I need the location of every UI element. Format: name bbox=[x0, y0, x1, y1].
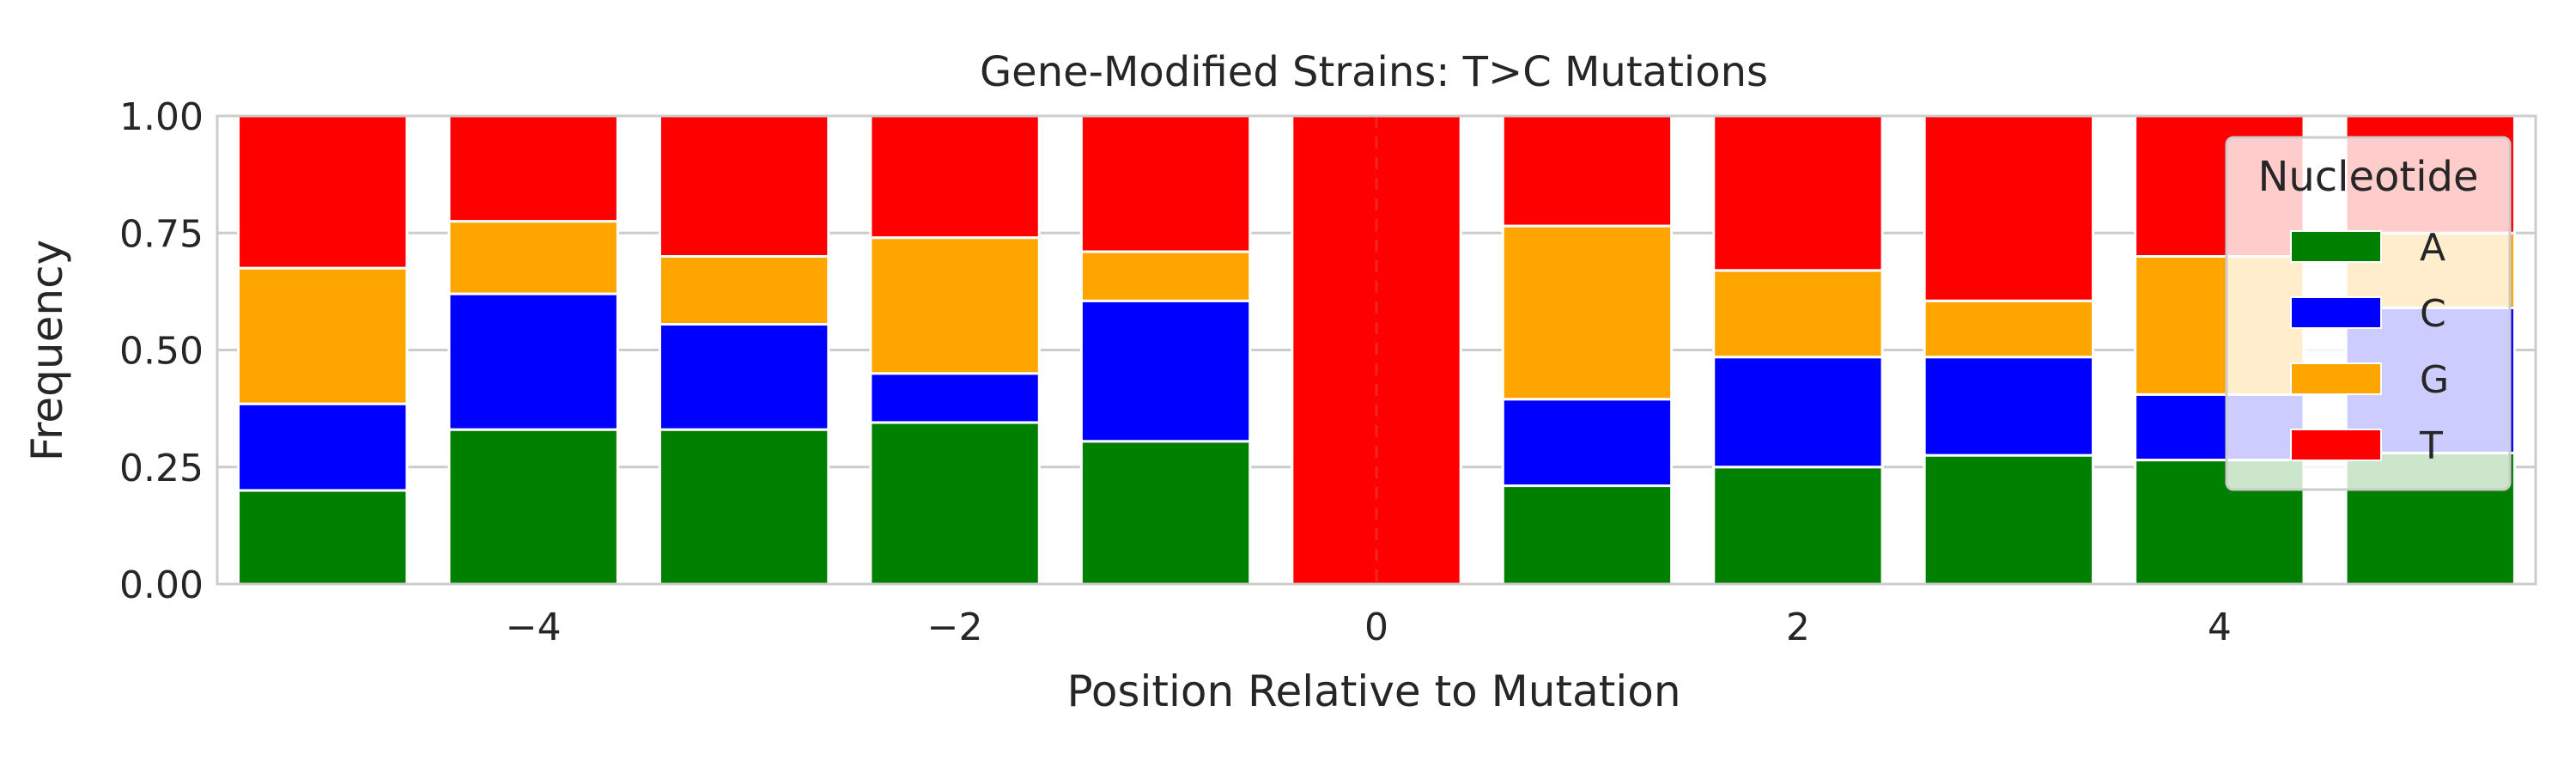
bar-segment-T bbox=[447, 114, 619, 223]
legend-title: Nucleotide bbox=[2257, 153, 2478, 201]
bar-segment-G bbox=[447, 220, 619, 295]
x-tick-label: −4 bbox=[506, 606, 562, 649]
y-tick-label: 0.75 bbox=[119, 212, 204, 256]
bar-segment-A bbox=[869, 421, 1041, 586]
bar-segment-T bbox=[1079, 114, 1252, 253]
x-tick-label: −2 bbox=[927, 606, 983, 649]
legend-swatch-G bbox=[2290, 362, 2382, 395]
bar-segment-C bbox=[1079, 299, 1252, 443]
bar-segment-T bbox=[1501, 114, 1674, 228]
bar-segment-C bbox=[237, 402, 409, 492]
bar-segment-G bbox=[1501, 224, 1674, 401]
bar-segment-A bbox=[1923, 453, 2095, 586]
legend-label: C bbox=[2420, 292, 2446, 336]
bar-segment-T bbox=[1712, 114, 1884, 272]
bar-segment-C bbox=[658, 323, 830, 431]
bar-segment-T bbox=[658, 114, 830, 258]
bar-segment-C bbox=[1923, 356, 2095, 457]
x-axis-ticks: −4 −2 0 2 4 bbox=[506, 606, 2232, 649]
y-tick-label: 0.50 bbox=[119, 330, 204, 374]
bar-segment-G bbox=[1712, 269, 1884, 359]
bar-segment-G bbox=[658, 255, 830, 326]
bar-segment-A bbox=[237, 489, 409, 586]
bar-segment-G bbox=[1923, 299, 2095, 359]
bar-segment-A bbox=[1501, 484, 1674, 586]
bar-segment-G bbox=[237, 266, 409, 405]
bar-segment-T bbox=[869, 114, 1041, 240]
bar-segment-A bbox=[1712, 466, 1884, 586]
y-axis-label: Frequency bbox=[22, 240, 72, 461]
bar-segment-C bbox=[869, 372, 1041, 424]
plot-frame bbox=[216, 114, 2537, 586]
legend-swatch-T bbox=[2290, 429, 2382, 461]
legend-label: T bbox=[2419, 424, 2443, 468]
bar-segment-A bbox=[1079, 440, 1252, 586]
x-tick-label: 0 bbox=[1364, 606, 1388, 649]
x-tick-label: 4 bbox=[2208, 606, 2232, 649]
bar-segment-A bbox=[447, 428, 619, 586]
legend-swatch-C bbox=[2290, 296, 2382, 329]
chart-title: Gene-Modified Strains: T>C Mutations bbox=[980, 48, 1768, 96]
bar-segment-G bbox=[869, 236, 1041, 375]
bar-segment-A bbox=[658, 428, 830, 586]
bar-segment-C bbox=[1501, 398, 1674, 488]
y-axis-ticks: 0.00 0.25 0.50 0.75 1.00 bbox=[119, 95, 204, 607]
bar-segment-C bbox=[1712, 356, 1884, 469]
legend-label: A bbox=[2420, 226, 2445, 270]
y-tick-label: 0.25 bbox=[119, 447, 204, 490]
legend-swatch-A bbox=[2290, 230, 2382, 263]
x-axis-label: Position Relative to Mutation bbox=[1066, 666, 1680, 716]
bar-segment-T bbox=[237, 114, 409, 270]
legend-label: G bbox=[2420, 358, 2449, 402]
bar-segment-G bbox=[1079, 250, 1252, 302]
x-tick-label: 2 bbox=[1786, 606, 1810, 649]
y-tick-label: 1.00 bbox=[119, 95, 204, 139]
y-tick-label: 0.00 bbox=[119, 563, 204, 607]
bar-segment-T bbox=[1923, 114, 2095, 302]
bar-segment-C bbox=[447, 292, 619, 431]
